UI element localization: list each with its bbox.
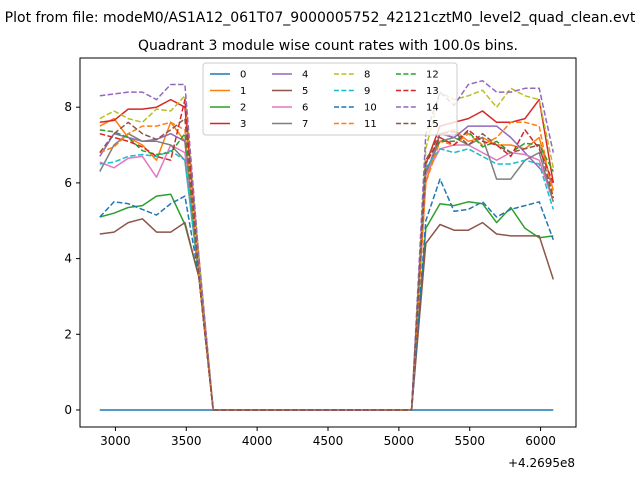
legend-label-11: 11	[364, 119, 377, 130]
legend-label-14: 14	[426, 103, 439, 114]
y-tick-label: 8	[64, 100, 72, 114]
legend-label-2: 2	[240, 103, 246, 114]
legend-label-4: 4	[302, 70, 308, 81]
series-line-15	[99, 117, 555, 411]
x-tick-label: 5000	[384, 434, 415, 448]
legend-label-9: 9	[364, 86, 370, 97]
legend-label-3: 3	[240, 119, 246, 130]
legend-label-1: 1	[240, 86, 246, 97]
legend-label-12: 12	[426, 70, 439, 81]
x-tick-label: 3000	[100, 434, 131, 448]
legend-label-5: 5	[302, 86, 308, 97]
y-tick-label: 4	[64, 252, 72, 266]
legend-label-15: 15	[426, 119, 439, 130]
legend-label-0: 0	[240, 70, 246, 81]
x-tick-label: 4500	[313, 434, 344, 448]
chart-title: Quadrant 3 module wise count rates with …	[138, 38, 518, 54]
series-lines	[99, 79, 555, 411]
x-axis-offset-label: +4.2695e8	[508, 456, 575, 470]
legend-label-13: 13	[426, 86, 439, 97]
x-tick-label: 6000	[525, 434, 556, 448]
legend-label-10: 10	[364, 103, 377, 114]
x-tick-label: 3500	[171, 434, 202, 448]
figure-suptitle: Plot from file: modeM0/AS1A12_061T07_900…	[5, 10, 636, 26]
legend-label-8: 8	[364, 70, 370, 81]
y-axis: 0 2 4 6 8	[64, 100, 80, 417]
legend-box	[202, 62, 458, 136]
legend-label-7: 7	[302, 119, 308, 130]
x-tick-label: 4000	[242, 434, 273, 448]
plot-frame-border	[79, 57, 577, 428]
y-tick-label: 6	[64, 176, 72, 190]
x-axis: 3000 3500 4000 4500 5000 5500 6000	[100, 427, 556, 448]
y-tick-label: 2	[64, 327, 72, 341]
legend-label-6: 6	[302, 103, 308, 114]
x-tick-label: 5500	[454, 434, 485, 448]
y-tick-label: 0	[64, 403, 72, 417]
